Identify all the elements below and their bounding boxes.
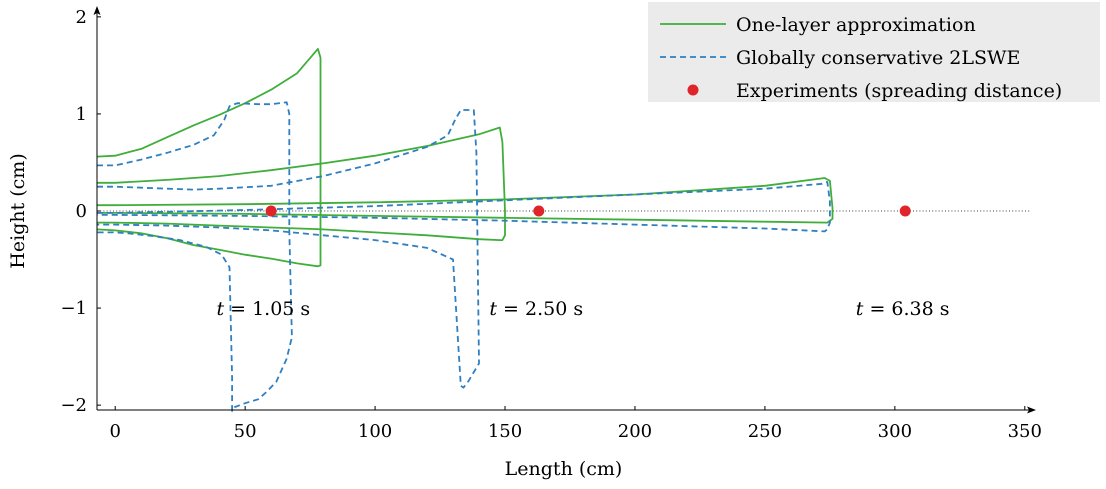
y-tick-label--2: −2	[60, 395, 87, 416]
series-globally-conservative-2lswe-curve-2	[97, 109, 480, 389]
legend-swatch-experiments	[687, 84, 699, 96]
y-tick-label-0: 0	[76, 201, 87, 222]
y-axis-arrow	[93, 6, 101, 15]
x-axis-arrow	[1027, 406, 1036, 414]
x-tick-label-150: 150	[488, 421, 522, 442]
series-one-layer-approximation-curve-1	[96, 48, 322, 268]
series-globally-conservative-2lswe-curve-1	[97, 101, 293, 412]
y-tick-label-2: 2	[76, 7, 87, 28]
time-annotation-1: t = 1.05 s	[216, 298, 310, 320]
legend: One-layer approximation Globally conserv…	[648, 2, 1100, 102]
legend-label-experiments: Experiments (spreading distance)	[736, 80, 1062, 102]
series-experiments-spreading-distance-point-2	[533, 205, 545, 217]
axes-layer	[93, 6, 1036, 414]
series-one-layer-approximation-curve-3	[97, 177, 834, 224]
series-layer	[96, 48, 911, 412]
x-tick-label-100: 100	[358, 421, 392, 442]
series-one-layer-approximation-curve-2	[97, 126, 506, 241]
annotations-layer: t = 1.05 s t = 2.50 s t = 6.38 s	[216, 298, 949, 320]
y-axis-title: Height (cm)	[7, 153, 29, 268]
x-tick-label-0: 0	[109, 421, 120, 442]
x-tick-label-350: 350	[1008, 421, 1042, 442]
x-tick-label-250: 250	[748, 421, 782, 442]
series-experiments-spreading-distance-point-3	[899, 205, 911, 217]
series-experiments-spreading-distance-point-1	[265, 205, 277, 217]
x-axis-title: Length (cm)	[505, 458, 623, 480]
legend-label-2lswe: Globally conservative 2LSWE	[736, 47, 1020, 69]
series-globally-conservative-2lswe-curve-3	[97, 181, 831, 233]
legend-background	[648, 2, 1100, 102]
x-tick-label-300: 300	[878, 421, 912, 442]
y-tick-label--1: −1	[60, 298, 87, 319]
x-tick-label-50: 50	[234, 421, 257, 442]
y-tick-label-1: 1	[76, 104, 87, 125]
legend-label-one-layer: One-layer approximation	[736, 14, 976, 36]
x-tick-label-200: 200	[618, 421, 652, 442]
time-annotation-2: t = 2.50 s	[489, 298, 583, 320]
ticks-layer: 0 50 100 150 200 250 300 350 −2 −1 0 1 2	[60, 7, 1042, 442]
time-annotation-3: t = 6.38 s	[856, 298, 950, 320]
